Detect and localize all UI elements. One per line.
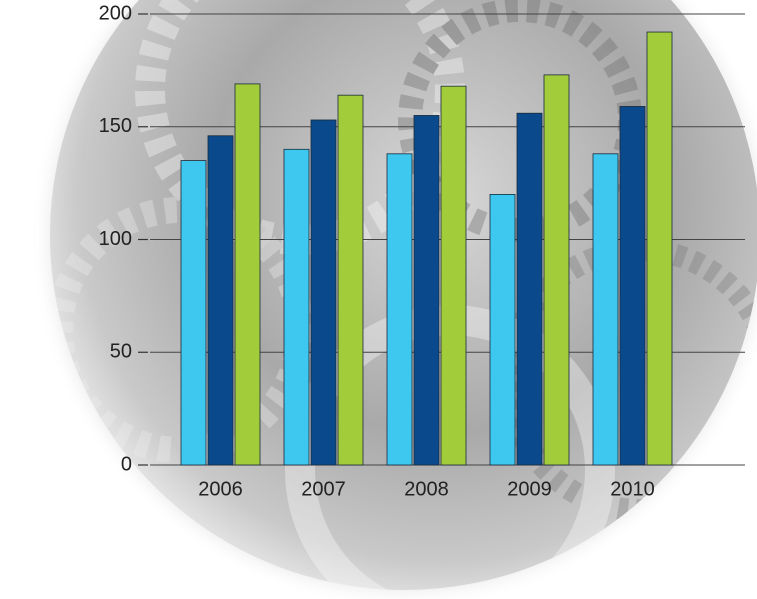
bar <box>310 119 337 466</box>
y-tick-label: 0 <box>121 453 132 475</box>
bar <box>516 112 543 466</box>
y-tick-label: 100 <box>99 228 132 250</box>
y-tick-label: 200 <box>99 2 132 24</box>
x-tick-label: 2010 <box>610 478 655 500</box>
x-tick-label: 2009 <box>507 478 552 500</box>
bar <box>489 193 516 466</box>
bar <box>207 135 234 466</box>
bar <box>180 160 207 466</box>
bar <box>619 106 646 466</box>
bar <box>592 153 619 466</box>
x-tick-label: 2007 <box>301 478 346 500</box>
bar <box>413 115 440 466</box>
bar <box>283 148 310 466</box>
bar <box>646 31 673 466</box>
bar <box>440 85 467 466</box>
bar <box>386 153 413 466</box>
y-tick-label: 150 <box>99 115 132 137</box>
bar <box>234 83 261 466</box>
y-tick-label: 50 <box>110 341 132 363</box>
bar <box>543 74 570 466</box>
x-tick-label: 2006 <box>198 478 243 500</box>
x-tick-label: 2008 <box>404 478 449 500</box>
bar <box>337 94 364 466</box>
